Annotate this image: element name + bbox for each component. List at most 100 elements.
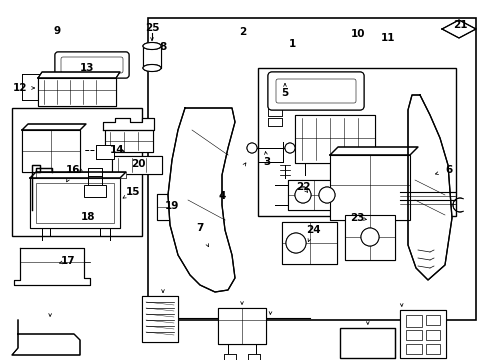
Bar bbox=[22, 130, 80, 172]
FancyBboxPatch shape bbox=[268, 72, 364, 110]
Bar bbox=[268, 118, 282, 126]
Bar bbox=[88, 168, 102, 176]
Bar bbox=[268, 118, 282, 126]
Text: 8: 8 bbox=[159, 42, 167, 52]
Polygon shape bbox=[22, 124, 86, 130]
Bar bbox=[282, 222, 337, 264]
Bar bbox=[330, 155, 410, 220]
Text: 11: 11 bbox=[381, 33, 395, 43]
Bar bbox=[142, 296, 178, 342]
Bar bbox=[30, 178, 120, 228]
FancyBboxPatch shape bbox=[55, 52, 129, 78]
Bar bbox=[36, 183, 114, 223]
Circle shape bbox=[285, 143, 295, 153]
Bar bbox=[406, 330, 422, 340]
Text: 9: 9 bbox=[53, 26, 61, 36]
Bar bbox=[36, 172, 126, 178]
Bar bbox=[406, 344, 422, 354]
Bar bbox=[406, 330, 422, 340]
Polygon shape bbox=[12, 320, 80, 355]
Bar bbox=[36, 183, 114, 223]
Bar bbox=[258, 68, 456, 216]
Polygon shape bbox=[442, 20, 476, 38]
Polygon shape bbox=[103, 118, 154, 130]
Polygon shape bbox=[14, 248, 90, 285]
Circle shape bbox=[286, 233, 306, 253]
Circle shape bbox=[285, 143, 295, 153]
Bar bbox=[268, 108, 282, 116]
Bar bbox=[295, 115, 375, 163]
Bar bbox=[426, 344, 440, 354]
FancyBboxPatch shape bbox=[268, 72, 364, 110]
Polygon shape bbox=[103, 118, 154, 130]
Bar bbox=[426, 315, 440, 325]
Circle shape bbox=[295, 187, 311, 203]
Polygon shape bbox=[168, 108, 235, 292]
Bar bbox=[400, 310, 446, 358]
Bar bbox=[426, 330, 440, 340]
Bar bbox=[340, 328, 395, 358]
Bar bbox=[36, 172, 126, 178]
Bar bbox=[105, 130, 153, 152]
Text: 6: 6 bbox=[445, 165, 453, 175]
Polygon shape bbox=[30, 172, 126, 178]
Bar bbox=[268, 108, 282, 116]
Bar bbox=[30, 178, 120, 228]
Text: 18: 18 bbox=[81, 212, 95, 222]
Ellipse shape bbox=[143, 42, 161, 49]
Polygon shape bbox=[330, 147, 418, 155]
FancyBboxPatch shape bbox=[55, 52, 129, 78]
Circle shape bbox=[319, 187, 335, 203]
Circle shape bbox=[361, 228, 379, 246]
Polygon shape bbox=[408, 95, 452, 280]
Text: 17: 17 bbox=[61, 256, 75, 266]
Polygon shape bbox=[12, 320, 80, 355]
Bar bbox=[282, 222, 337, 264]
Bar bbox=[288, 180, 340, 210]
Text: 7: 7 bbox=[196, 223, 204, 233]
Bar bbox=[406, 315, 422, 327]
Bar bbox=[345, 215, 395, 260]
Text: 25: 25 bbox=[145, 23, 159, 33]
Bar bbox=[157, 194, 181, 220]
Text: 1: 1 bbox=[289, 39, 295, 49]
Bar bbox=[288, 180, 340, 210]
Bar bbox=[295, 115, 375, 163]
Bar bbox=[400, 310, 446, 358]
Circle shape bbox=[286, 233, 306, 253]
Ellipse shape bbox=[143, 42, 161, 49]
Text: 13: 13 bbox=[80, 63, 94, 73]
Bar bbox=[148, 18, 476, 320]
Bar bbox=[218, 308, 266, 344]
Polygon shape bbox=[330, 147, 418, 155]
Bar bbox=[96, 145, 114, 159]
Bar bbox=[84, 185, 106, 197]
Bar bbox=[406, 344, 422, 354]
Bar bbox=[406, 315, 422, 327]
Polygon shape bbox=[14, 248, 90, 285]
Bar bbox=[112, 156, 162, 174]
Bar bbox=[88, 168, 102, 176]
Text: 23: 23 bbox=[350, 213, 364, 223]
Bar bbox=[224, 354, 236, 360]
Text: 20: 20 bbox=[131, 159, 145, 169]
Ellipse shape bbox=[143, 64, 161, 72]
Circle shape bbox=[295, 187, 311, 203]
Text: 5: 5 bbox=[281, 88, 289, 98]
Bar bbox=[38, 78, 116, 106]
Bar bbox=[345, 215, 395, 260]
Bar bbox=[143, 46, 161, 68]
Bar bbox=[22, 130, 80, 172]
Polygon shape bbox=[442, 20, 476, 38]
Polygon shape bbox=[168, 108, 235, 292]
Bar bbox=[224, 354, 236, 360]
Text: 10: 10 bbox=[351, 29, 365, 39]
Bar bbox=[105, 130, 153, 152]
Bar bbox=[12, 108, 142, 236]
Bar bbox=[218, 308, 266, 344]
Ellipse shape bbox=[143, 64, 161, 72]
Text: 15: 15 bbox=[126, 187, 140, 197]
Text: 14: 14 bbox=[110, 145, 124, 155]
Circle shape bbox=[247, 143, 257, 153]
Bar bbox=[96, 145, 114, 159]
